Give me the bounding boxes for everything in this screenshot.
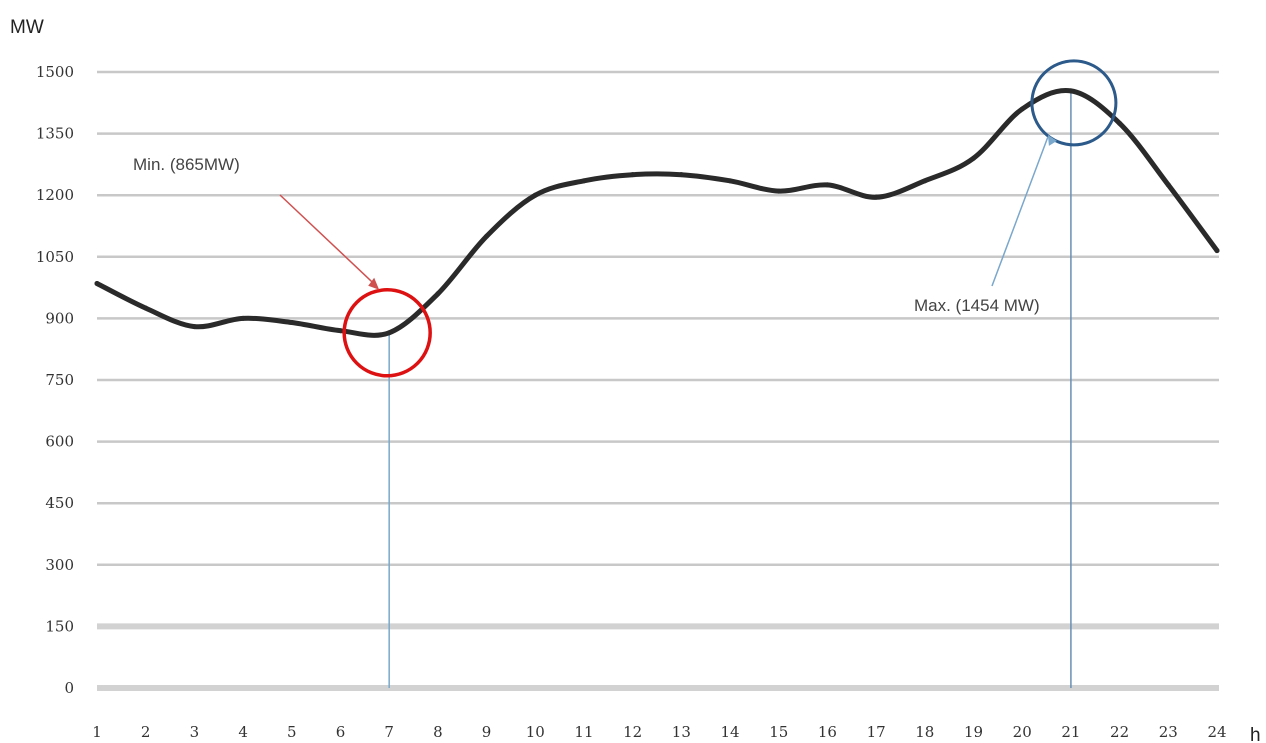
y-tick-750: 750 bbox=[45, 371, 74, 389]
data-point-2 bbox=[143, 305, 149, 311]
data-point-19 bbox=[971, 155, 977, 161]
min-annotation-label: Min. (865MW) bbox=[133, 155, 240, 174]
x-tick-2: 2 bbox=[141, 723, 151, 741]
data-point-12 bbox=[630, 172, 636, 178]
y-tick-1050: 1050 bbox=[36, 248, 74, 266]
y-tick-300: 300 bbox=[45, 556, 74, 574]
data-point-8 bbox=[435, 291, 441, 297]
data-point-18 bbox=[922, 178, 928, 184]
x-tick-20: 20 bbox=[1013, 723, 1032, 741]
x-tick-9: 9 bbox=[482, 723, 492, 741]
x-tick-19: 19 bbox=[964, 723, 983, 741]
x-tick-24: 24 bbox=[1207, 723, 1226, 741]
x-tick-6: 6 bbox=[336, 723, 346, 741]
data-point-5 bbox=[289, 320, 295, 326]
data-point-7 bbox=[386, 330, 392, 336]
min-highlight-circle bbox=[342, 288, 432, 378]
series-line-0 bbox=[94, 88, 1220, 338]
data-point-10 bbox=[532, 192, 538, 198]
y-tick-labels: 0 150 300 450 600 750 900 1050 1200 1350 1500 bbox=[36, 63, 74, 697]
x-tick-16: 16 bbox=[818, 723, 837, 741]
data-point-4 bbox=[240, 315, 246, 321]
max-arrow-line bbox=[991, 136, 1049, 287]
x-axis-title: h bbox=[1250, 725, 1261, 743]
y-tick-1350: 1350 bbox=[36, 125, 74, 143]
y-tick-600: 600 bbox=[45, 433, 74, 451]
y-tick-450: 450 bbox=[45, 494, 74, 512]
data-point-15 bbox=[776, 188, 782, 194]
y-tick-900: 900 bbox=[45, 309, 74, 327]
x-tick-11: 11 bbox=[574, 723, 593, 741]
data-point-9 bbox=[484, 233, 490, 239]
x-tick-17: 17 bbox=[867, 723, 886, 741]
y-tick-1500: 1500 bbox=[36, 63, 74, 81]
min-arrow-line bbox=[279, 194, 377, 287]
max-arrow-head bbox=[1047, 134, 1057, 146]
data-point-21 bbox=[1068, 88, 1074, 94]
data-point-3 bbox=[191, 324, 197, 330]
x-tick-10: 10 bbox=[526, 723, 545, 741]
x-tick-14: 14 bbox=[720, 723, 739, 741]
y-tick-150: 150 bbox=[45, 617, 74, 635]
x-tick-21: 21 bbox=[1061, 723, 1080, 741]
y-tick-1200: 1200 bbox=[36, 186, 74, 204]
x-tick-7: 7 bbox=[384, 723, 394, 741]
x-tick-labels: 1 2 3 4 5 6 7 8 9 10 11 12 13 14 15 16 17 18 19 20 21 22 23 24 bbox=[92, 723, 1226, 741]
data-point-20 bbox=[1019, 106, 1025, 112]
max-highlight-circle bbox=[1030, 59, 1118, 147]
x-tick-5: 5 bbox=[287, 723, 297, 741]
data-point-23 bbox=[1165, 182, 1171, 188]
x-tick-23: 23 bbox=[1159, 723, 1178, 741]
x-tick-1: 1 bbox=[92, 723, 102, 741]
x-tick-3: 3 bbox=[190, 723, 200, 741]
max-annotation-label: Max. (1454 MW) bbox=[914, 296, 1040, 315]
data-point-16 bbox=[824, 182, 830, 188]
data-point-22 bbox=[1117, 120, 1123, 126]
annotations: Min. (865MW) Max. (1454 MW) bbox=[133, 59, 1118, 378]
x-tick-12: 12 bbox=[623, 723, 642, 741]
min-arrow-head bbox=[368, 277, 380, 290]
extreme-marker-lines bbox=[388, 90, 1072, 688]
data-point-6 bbox=[337, 328, 343, 334]
y-tick-0: 0 bbox=[64, 679, 74, 697]
data-point-24 bbox=[1214, 248, 1220, 254]
x-tick-18: 18 bbox=[915, 723, 934, 741]
series-group bbox=[94, 88, 1220, 338]
y-axis-title: MW bbox=[10, 17, 44, 38]
x-tick-4: 4 bbox=[238, 723, 248, 741]
data-point-1 bbox=[94, 280, 100, 286]
x-tick-8: 8 bbox=[433, 723, 443, 741]
x-tick-22: 22 bbox=[1110, 723, 1129, 741]
data-point-11 bbox=[581, 178, 587, 184]
data-point-17 bbox=[873, 194, 879, 200]
grid-lines bbox=[97, 70, 1219, 691]
x-tick-13: 13 bbox=[672, 723, 691, 741]
data-point-14 bbox=[727, 178, 733, 184]
x-tick-15: 15 bbox=[769, 723, 788, 741]
data-point-13 bbox=[678, 172, 684, 178]
